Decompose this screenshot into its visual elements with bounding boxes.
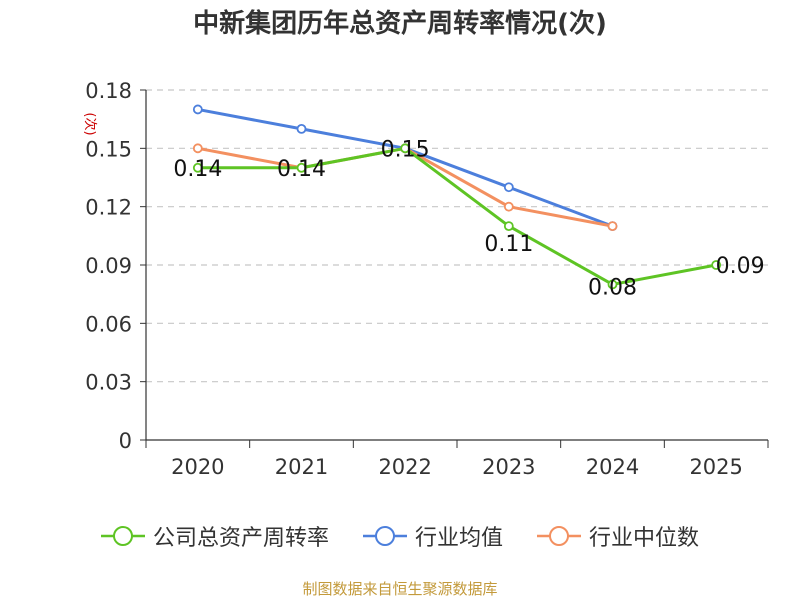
legend-label-company: 公司总资产周转率 xyxy=(152,526,329,551)
y-tick-label-2: 0.06 xyxy=(85,312,132,336)
legend-item-industry-mean[interactable]: 行业均值 xyxy=(362,520,503,552)
point-industry-median-2020[interactable] xyxy=(192,143,203,154)
data-label-2024: 0.08 xyxy=(588,275,637,300)
series xyxy=(192,104,722,290)
x-tick-label-2021: 2021 xyxy=(275,455,328,479)
data-labels: 0.14 0.14 0.15 0.11 0.08 0.09 xyxy=(173,137,764,300)
y-tick-label-5: 0.15 xyxy=(85,137,132,161)
point-company-2025[interactable] xyxy=(711,260,722,270)
point-industry-mean-2023[interactable] xyxy=(503,182,514,193)
source-note: 制图数据来自恒生聚源数据库 xyxy=(302,580,498,598)
y-tick-label-3: 0.09 xyxy=(85,254,132,278)
data-label-2020: 0.14 xyxy=(173,157,222,182)
y-axis-label: (次) xyxy=(82,112,98,135)
x-tick-label-2022: 2022 xyxy=(378,455,431,479)
legend-label-industry-median: 行业中位数 xyxy=(589,526,700,551)
legend-item-industry-median[interactable]: 行业中位数 xyxy=(537,520,699,552)
gridlines xyxy=(146,89,768,383)
point-company-2023[interactable] xyxy=(503,221,514,232)
legend-marker-industry-mean xyxy=(362,526,407,546)
data-label-2023: 0.11 xyxy=(484,232,533,257)
point-industry-median-2024[interactable] xyxy=(607,221,618,232)
data-label-2022: 0.15 xyxy=(381,137,430,162)
x-tick-label-2024: 2024 xyxy=(586,455,639,479)
point-industry-mean-2021[interactable] xyxy=(296,123,307,134)
y-tick-label-4: 0.12 xyxy=(85,196,132,220)
x-tick-label-2023: 2023 xyxy=(482,455,535,479)
legend-item-company[interactable]: 公司总资产周转率 xyxy=(100,520,329,552)
series-line-company xyxy=(197,146,717,286)
legend-marker-industry-median xyxy=(537,526,581,546)
y-tick-label-6: 0.18 xyxy=(85,79,132,103)
x-tick-label-2025: 2025 xyxy=(689,455,742,479)
y-tick-label-0: 0 xyxy=(119,429,132,453)
point-industry-median-2023[interactable] xyxy=(503,201,514,212)
data-label-2021: 0.14 xyxy=(277,157,326,182)
legend: 公司总资产周转率 行业均值 行业中位数 xyxy=(0,520,800,552)
data-label-2025: 0.09 xyxy=(716,254,765,279)
point-company-2022[interactable] xyxy=(400,143,411,154)
point-company-2024[interactable] xyxy=(607,279,618,290)
point-industry-mean-2020[interactable] xyxy=(192,104,203,115)
point-company-2020[interactable] xyxy=(192,162,203,173)
x-tick-label-2020: 2020 xyxy=(171,455,224,479)
y-tick-label-1: 0.03 xyxy=(85,371,132,395)
point-company-2021[interactable] xyxy=(296,162,307,173)
chart-title: 中新集团历年总资产周转率情况(次) xyxy=(193,9,607,39)
axes: 0 0.03 0.06 0.09 0.12 0.15 0.18 2020 2021 2022 202… xyxy=(85,79,769,479)
legend-label-industry-mean: 行业均值 xyxy=(414,526,503,551)
legend-marker-company xyxy=(100,526,145,546)
